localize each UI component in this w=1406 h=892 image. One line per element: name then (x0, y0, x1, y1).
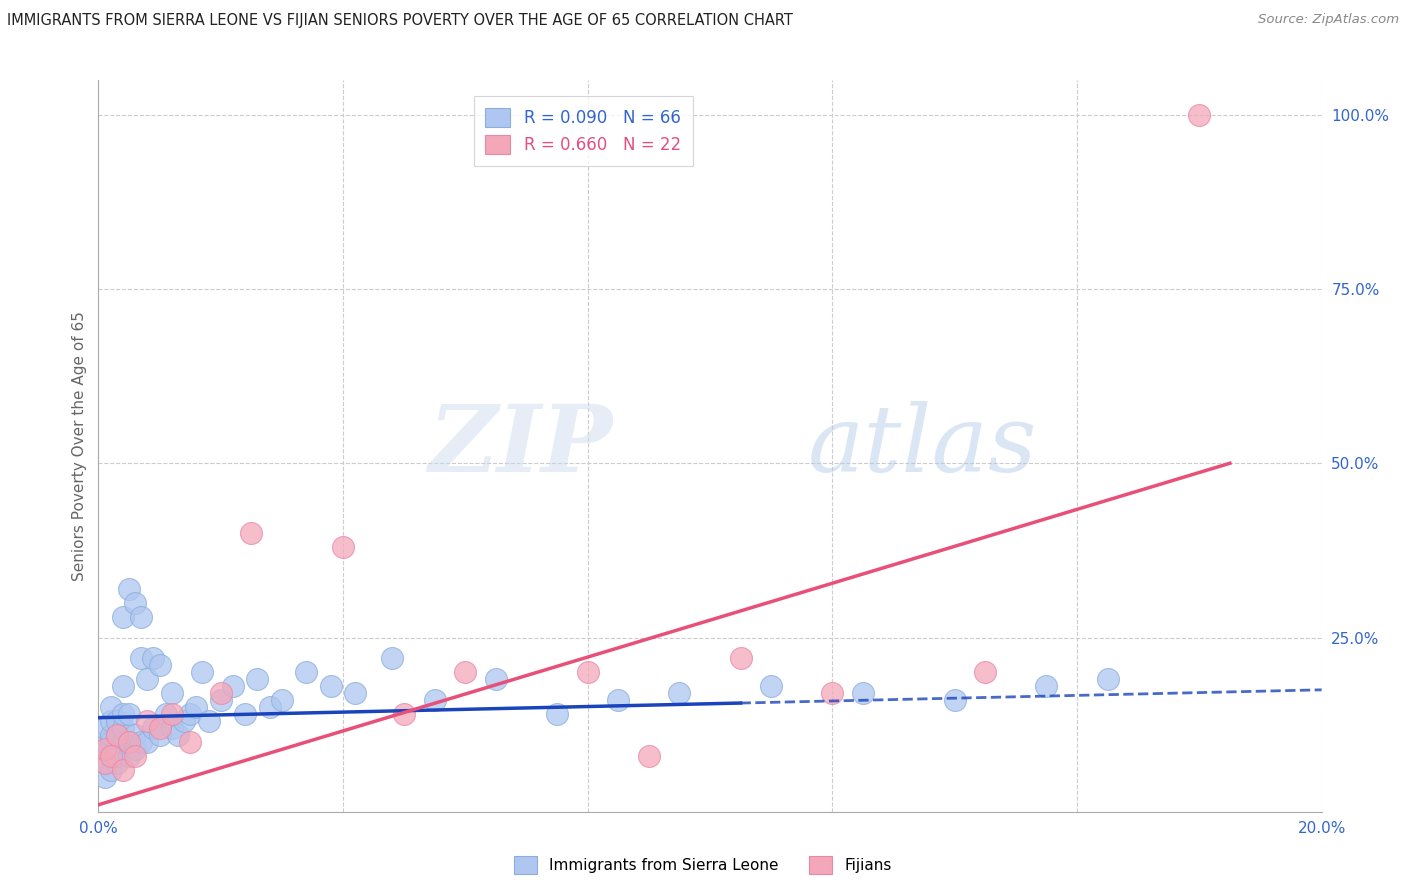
Point (149, 721, 172, 735)
Point (100, 749, 122, 764)
Point (191, 665, 214, 680)
Point (730, 651, 752, 665)
Point (607, 693, 630, 707)
Point (111, 763, 134, 777)
Point (209, 693, 232, 707)
Point (246, 673, 269, 687)
Point (124, 596, 146, 610)
Point (118, 707, 141, 722)
Point (100, 714, 122, 728)
Point (124, 728, 146, 742)
Point (136, 735, 159, 749)
Point (93, 756, 115, 770)
Point (821, 686, 844, 700)
Point (233, 707, 256, 722)
Point (392, 707, 416, 722)
Point (485, 673, 508, 687)
Point (118, 735, 141, 749)
Point (381, 651, 404, 665)
Point (759, 679, 782, 693)
Point (118, 735, 141, 749)
Point (423, 693, 446, 707)
Point (259, 700, 281, 714)
Point (1097, 673, 1119, 687)
Point (142, 721, 165, 735)
Point (100, 700, 122, 714)
Point (124, 749, 146, 764)
Point (100, 749, 122, 764)
Legend: R = 0.090   N = 66, R = 0.660   N = 22: R = 0.090 N = 66, R = 0.660 N = 22 (474, 96, 693, 166)
Point (209, 686, 232, 700)
Point (974, 665, 997, 680)
Y-axis label: Seniors Poverty Over the Age of 65: Seniors Poverty Over the Age of 65 (72, 311, 87, 581)
Point (105, 714, 128, 728)
Point (111, 609, 134, 624)
Point (160, 707, 183, 722)
Point (160, 721, 183, 735)
Point (668, 686, 690, 700)
Point (111, 721, 134, 735)
Point (105, 749, 128, 764)
Point (100, 763, 122, 777)
Point (332, 540, 354, 554)
Point (149, 658, 172, 673)
Point (93, 770, 115, 784)
Point (576, 665, 599, 680)
Point (111, 679, 134, 693)
Point (240, 526, 263, 541)
Point (111, 707, 134, 722)
Point (344, 686, 367, 700)
Point (546, 707, 568, 722)
Point (129, 609, 152, 624)
Point (93, 756, 115, 770)
Text: Source: ZipAtlas.com: Source: ZipAtlas.com (1258, 13, 1399, 27)
Point (129, 735, 152, 749)
Point (93, 735, 115, 749)
Point (100, 735, 122, 749)
Text: atlas: atlas (808, 401, 1038, 491)
Point (129, 651, 152, 665)
Text: IMMIGRANTS FROM SIERRA LEONE VS FIJIAN SENIORS POVERTY OVER THE AGE OF 65 CORREL: IMMIGRANTS FROM SIERRA LEONE VS FIJIAN S… (7, 13, 793, 29)
Point (270, 693, 292, 707)
Point (319, 679, 342, 693)
Text: ZIP: ZIP (427, 401, 612, 491)
Point (155, 707, 177, 722)
Point (105, 728, 128, 742)
Point (124, 742, 146, 756)
Point (118, 749, 141, 764)
Point (105, 742, 128, 756)
Point (197, 714, 219, 728)
Point (149, 728, 172, 742)
Point (1188, 108, 1211, 122)
Point (105, 728, 128, 742)
Point (222, 679, 245, 693)
Point (105, 756, 128, 770)
Point (173, 714, 195, 728)
Point (160, 686, 183, 700)
Point (93, 721, 115, 735)
Point (136, 714, 159, 728)
Point (295, 665, 318, 680)
Point (93, 742, 115, 756)
Point (186, 700, 208, 714)
Point (637, 749, 661, 764)
Point (179, 735, 201, 749)
Point (136, 673, 159, 687)
Point (167, 728, 190, 742)
Point (179, 707, 201, 722)
Legend: Immigrants from Sierra Leone, Fijians: Immigrants from Sierra Leone, Fijians (508, 850, 898, 880)
Point (111, 735, 134, 749)
Point (100, 728, 122, 742)
Point (1035, 679, 1057, 693)
Point (454, 665, 477, 680)
Point (142, 651, 165, 665)
Point (852, 686, 875, 700)
Point (93, 742, 115, 756)
Point (118, 582, 141, 596)
Point (943, 693, 966, 707)
